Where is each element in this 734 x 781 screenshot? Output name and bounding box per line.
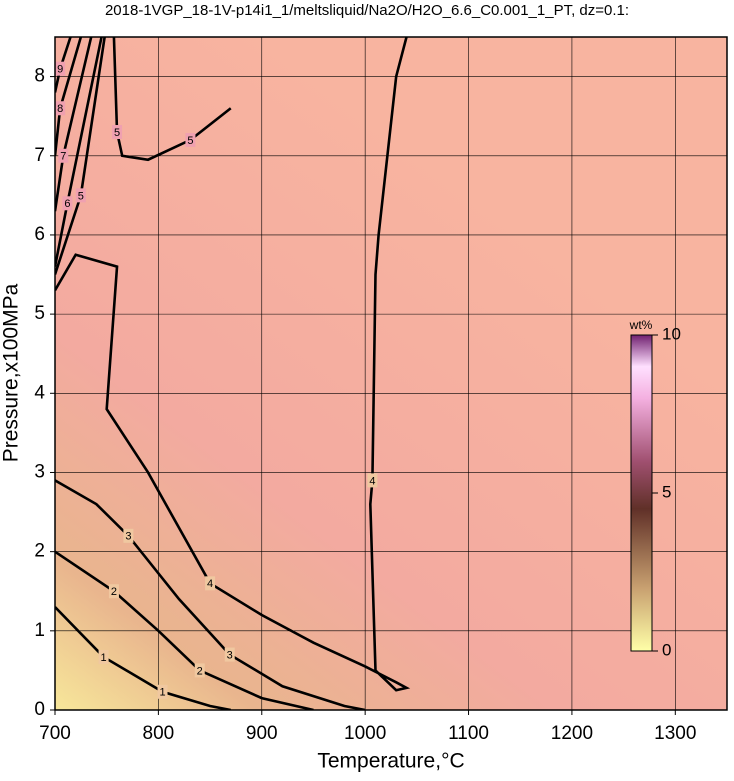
x-tick-label: 1300 [654,723,696,744]
contour-label-bg [185,132,196,147]
contour-label-bg [224,647,235,662]
contour-label-bg [55,101,66,116]
contour-label-bg [112,125,123,140]
contour-label-bg [58,148,69,163]
contour-label-bg [62,196,73,211]
contour-label: 7 [60,151,66,163]
colorbar-tick-label: 5 [662,482,671,501]
colorbar-tick-label: 0 [662,640,671,659]
y-tick-label: 5 [34,303,45,324]
y-tick-label: 8 [34,66,45,87]
contour-label: 2 [111,586,117,598]
contour-label: 6 [64,198,70,210]
contour-label: 5 [78,190,84,202]
contour-label: 3 [227,649,233,661]
contour-label: 4 [207,578,213,590]
contour-line [55,479,366,710]
contour-label: 1 [159,687,165,699]
x-axis-label: Temperature,°C [317,750,464,773]
plot-frame [54,36,728,711]
contour-label-bg [194,663,205,678]
x-tick-label: 700 [39,723,71,744]
contour-label-bg [367,473,378,488]
colorbar-label: wt% [629,318,653,332]
y-tick-label: 3 [34,461,45,482]
contour-label-bg [123,528,134,543]
contour-label: 5 [114,127,120,139]
y-tick-label: 4 [34,382,45,403]
contour-label-bg [55,61,66,76]
contour-label-bg [98,649,109,664]
x-tick-label: 1200 [551,723,593,744]
plot-background [55,37,727,710]
chart-title: 2018-1VGP_18-1V-p14i1_1/meltsliquid/Na2O… [105,2,629,19]
y-tick-label: 2 [34,541,45,562]
contour-line [55,550,314,710]
contour-label-bg [157,684,168,699]
contour-label-bg [75,188,86,203]
contour-label: 1 [101,652,107,664]
y-axis-label: Pressure,x100MPa [0,283,23,462]
x-tick-label: 1000 [344,723,386,744]
contour-label: 3 [125,531,131,543]
contour-label-bg [205,576,216,591]
x-tick-label: 1100 [448,723,489,744]
contour-line [55,37,411,692]
contour-label-bg [108,584,119,599]
contour-label: 4 [369,475,375,487]
contour-label: 5 [187,135,193,147]
y-tick-label: 0 [34,699,45,720]
contour-label: 2 [197,665,203,677]
y-tick-label: 7 [34,145,45,166]
y-tick-label: 6 [34,224,45,245]
contour-label: 8 [57,103,63,115]
colorbar-tick-label: 10 [662,324,681,343]
colorbar [630,334,653,652]
contour-label: 9 [57,64,63,76]
y-tick-label: 1 [34,620,45,641]
x-tick-label: 900 [246,723,278,744]
x-tick-label: 800 [143,723,175,744]
